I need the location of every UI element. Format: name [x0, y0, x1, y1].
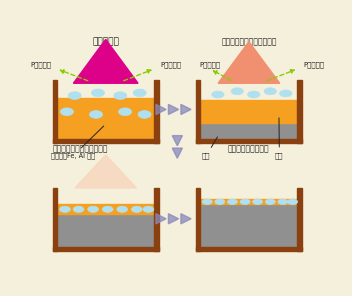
Bar: [52, 80, 57, 143]
Text: 液相: 液相: [275, 118, 284, 159]
Polygon shape: [218, 42, 280, 83]
Bar: [57, 205, 154, 214]
Bar: [196, 80, 200, 143]
Bar: [57, 98, 154, 139]
Bar: [52, 188, 57, 251]
Ellipse shape: [227, 199, 238, 205]
Ellipse shape: [89, 111, 102, 118]
Ellipse shape: [131, 206, 142, 213]
Polygon shape: [181, 214, 191, 224]
Text: P（譒発）: P（譒発）: [30, 62, 51, 68]
Bar: [52, 139, 159, 143]
Ellipse shape: [119, 108, 132, 116]
Bar: [57, 214, 154, 247]
Bar: [297, 188, 302, 251]
Ellipse shape: [231, 88, 244, 95]
Ellipse shape: [68, 92, 81, 99]
Polygon shape: [156, 104, 166, 115]
Text: P（譒発）: P（譒発）: [303, 62, 325, 68]
Ellipse shape: [288, 199, 297, 205]
Bar: [200, 100, 297, 123]
Polygon shape: [168, 214, 178, 224]
Bar: [200, 205, 297, 247]
Bar: [57, 85, 154, 139]
Text: 固相: 固相: [202, 137, 218, 159]
Ellipse shape: [117, 206, 127, 213]
Ellipse shape: [212, 91, 224, 98]
Ellipse shape: [143, 206, 154, 213]
Ellipse shape: [133, 89, 146, 97]
Bar: [196, 139, 302, 143]
Bar: [154, 188, 159, 251]
Ellipse shape: [264, 88, 276, 95]
Polygon shape: [156, 214, 166, 224]
Bar: [200, 199, 297, 205]
Ellipse shape: [73, 206, 84, 213]
Ellipse shape: [92, 89, 105, 97]
Ellipse shape: [88, 206, 99, 213]
Bar: [196, 247, 302, 251]
Text: 電子ビーム（出力ダウン）: 電子ビーム（出力ダウン）: [221, 37, 277, 46]
Polygon shape: [172, 136, 182, 146]
Text: 不純物（Fe, Al 等）: 不純物（Fe, Al 等）: [51, 126, 104, 159]
Ellipse shape: [60, 108, 74, 116]
Ellipse shape: [265, 199, 275, 205]
Ellipse shape: [59, 206, 70, 213]
Text: 電子ビーム出力停止: 電子ビーム出力停止: [228, 144, 270, 153]
Bar: [196, 188, 200, 251]
Bar: [52, 247, 159, 251]
Ellipse shape: [202, 199, 212, 205]
Polygon shape: [75, 155, 137, 188]
Text: 電子ビーム（出力ダウン）: 電子ビーム（出力ダウン）: [52, 144, 108, 153]
Bar: [200, 123, 297, 139]
Ellipse shape: [279, 90, 292, 97]
Bar: [154, 80, 159, 143]
Ellipse shape: [278, 199, 288, 205]
Ellipse shape: [138, 111, 151, 118]
Bar: [200, 193, 297, 247]
Bar: [200, 85, 297, 139]
Text: 電子ビーム: 電子ビーム: [92, 37, 119, 46]
Polygon shape: [181, 104, 191, 115]
Bar: [297, 80, 302, 143]
Ellipse shape: [102, 206, 113, 213]
Ellipse shape: [247, 91, 260, 98]
Polygon shape: [172, 148, 182, 158]
Text: P（譒発）: P（譒発）: [161, 62, 182, 68]
Ellipse shape: [240, 199, 250, 205]
Text: P（譒発）: P（譒発）: [199, 62, 220, 68]
Ellipse shape: [114, 92, 127, 99]
Ellipse shape: [215, 199, 225, 205]
Ellipse shape: [253, 199, 263, 205]
Polygon shape: [73, 39, 138, 83]
Polygon shape: [168, 104, 178, 115]
Bar: [57, 193, 154, 247]
